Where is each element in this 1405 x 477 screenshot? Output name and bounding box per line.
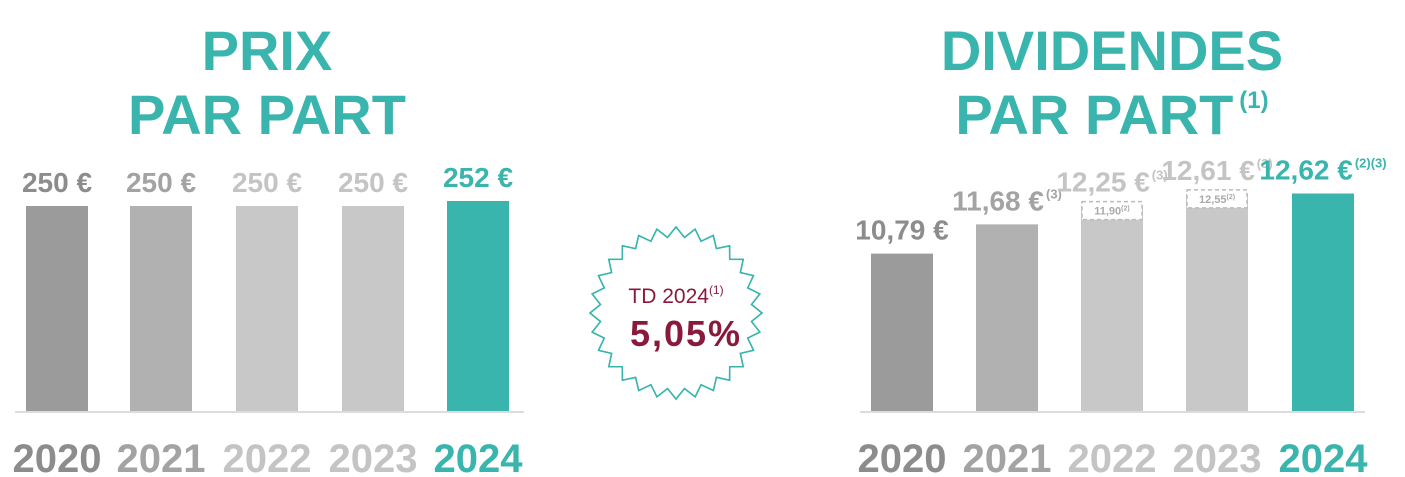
chart-title: PRIX [202,19,333,82]
x-tick-label: 2022 [223,437,312,477]
inner-box [1081,200,1143,221]
chart-title-line: DIVIDENDES [941,19,1283,82]
value-label-text: 12,62 € [1259,154,1353,185]
badge: TD 2024(1) 5,05% [588,225,764,401]
chart-title-line: PRIX [202,19,333,82]
value-label: 250 € [126,167,196,198]
chart-title-note: (1) [1239,87,1268,114]
value-label: 250 € [22,167,92,198]
x-tick-label: 2024 [1279,437,1369,477]
chart-title: PAR PART (1) [955,83,1268,146]
value-label-text: 250 € [232,167,302,198]
badge-label-text: TD 2024 [628,285,709,308]
bar [130,206,192,411]
value-label-text: 12,61 € [1161,155,1255,186]
bar [976,224,1038,411]
inner-box [1186,189,1248,209]
x-tick-label: 2022 [1068,437,1157,477]
value-label: 12,62 € (2)(3) [1259,154,1386,185]
bar [26,206,88,411]
inner-label: 11,90(2) [1094,206,1129,218]
inner-label: 12,55(2) [1199,194,1235,206]
value-label-text: 12,25 € [1056,167,1150,198]
value-label-text: 10,79 € [855,215,949,246]
x-tick-label: 2024 [434,437,524,477]
value-label: 11,68 € (3) [952,185,1062,216]
chart-title-line: PAR PART [128,83,406,146]
inner-label-text: 12,55 [1199,194,1227,206]
bar [1292,193,1354,411]
value-label-text: 250 € [338,167,408,198]
x-tick-label: 2020 [13,437,102,477]
x-tick-label: 2023 [1173,437,1262,477]
value-label-text: 252 € [443,162,513,193]
bar [871,253,933,411]
inner-label-text: 11,90 [1094,206,1121,218]
badge-note: (1) [709,283,724,297]
badge-label: TD 2024(1) [628,283,723,308]
chart-title-line: PAR PART [955,83,1233,146]
value-label-text: 250 € [126,167,196,198]
bar [1186,193,1248,411]
x-tick-label: 2021 [117,437,206,477]
value-label: 250 € [338,167,408,198]
chart-title: DIVIDENDES [941,19,1283,82]
bar [447,201,509,411]
value-label-text: 250 € [22,167,92,198]
chart-title: PAR PART [128,83,406,146]
value-label: 252 € [443,162,513,193]
value-note: (3) [1257,156,1273,171]
badge-ring [588,225,764,401]
value-label: 12,25 € (3) [1056,167,1167,198]
inner-note: (2) [1226,194,1235,201]
value-label: 10,79 € [855,215,949,246]
inner-note: (2) [1121,206,1130,213]
value-note: (3) [1152,168,1168,183]
x-tick-label: 2023 [329,437,418,477]
x-tick-label: 2020 [858,437,947,477]
value-note: (2)(3) [1355,155,1387,170]
badge-value: 5,05% [630,313,742,354]
value-label-text: 11,68 € [952,185,1044,216]
bar [1081,205,1143,411]
value-note: (3) [1046,186,1062,201]
value-label: 250 € [232,167,302,198]
x-tick-label: 2021 [963,437,1052,477]
value-label: 12,61 € (3) [1161,155,1272,186]
bar [236,206,298,411]
bar [342,206,404,411]
